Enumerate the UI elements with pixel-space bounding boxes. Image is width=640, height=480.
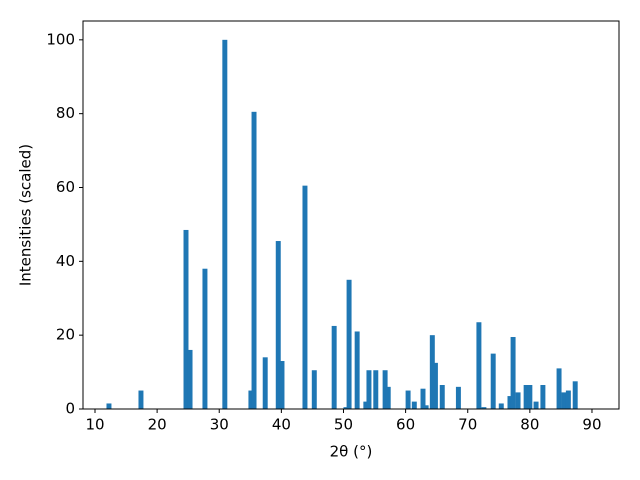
x-tick-label: 30 [210, 416, 229, 434]
bar [251, 111, 257, 409]
bar [366, 370, 372, 409]
bar [561, 392, 567, 409]
bar [275, 241, 281, 409]
y-tick-label: 100 [46, 30, 75, 48]
bar [302, 185, 308, 409]
bar [262, 357, 268, 409]
y-tick-label: 80 [56, 104, 75, 122]
bar [373, 370, 379, 409]
bar [565, 390, 571, 409]
bar [411, 401, 417, 409]
bar [510, 337, 516, 409]
bar [540, 385, 546, 409]
bar [498, 403, 504, 409]
bar [222, 39, 228, 409]
x-tick-label: 10 [85, 416, 104, 434]
bar [385, 386, 391, 409]
bar [106, 403, 112, 409]
x-tick-label: 40 [272, 416, 291, 434]
bar [248, 390, 254, 409]
bar [382, 370, 388, 409]
bar [481, 407, 487, 409]
y-tick-label: 0 [65, 400, 75, 418]
bar [572, 381, 578, 409]
bar [187, 349, 193, 409]
y-tick-label: 40 [56, 252, 75, 270]
bar [432, 362, 438, 409]
bar [405, 390, 411, 409]
bar [183, 229, 189, 409]
bar [420, 388, 426, 409]
bar [556, 368, 562, 409]
bar [343, 407, 349, 409]
bar [311, 370, 317, 409]
bar [354, 331, 360, 409]
y-axis-label: Intensities (scaled) [17, 144, 35, 286]
x-tick-label: 70 [458, 416, 477, 434]
bar [490, 353, 496, 409]
x-tick-label: 80 [520, 416, 539, 434]
bar [202, 268, 208, 409]
bar [279, 361, 285, 409]
bar [429, 335, 435, 409]
bar [507, 396, 513, 409]
bar [363, 401, 369, 409]
x-tick-label: 90 [582, 416, 601, 434]
bar [533, 401, 539, 409]
bar [423, 405, 429, 409]
x-axis-label: 2θ (°) [330, 443, 373, 461]
x-tick-label: 60 [396, 416, 415, 434]
plot-frame [82, 20, 620, 410]
bar [527, 385, 533, 409]
y-tick-label: 60 [56, 178, 75, 196]
bar [138, 390, 144, 409]
y-tick-label: 20 [56, 326, 75, 344]
bar [439, 385, 445, 409]
x-tick-label: 20 [148, 416, 167, 434]
bar [331, 325, 337, 409]
bar [346, 279, 352, 409]
bar [515, 392, 521, 409]
bar [455, 386, 461, 409]
x-tick-label: 50 [334, 416, 353, 434]
bar [523, 385, 529, 409]
bar [476, 322, 482, 409]
